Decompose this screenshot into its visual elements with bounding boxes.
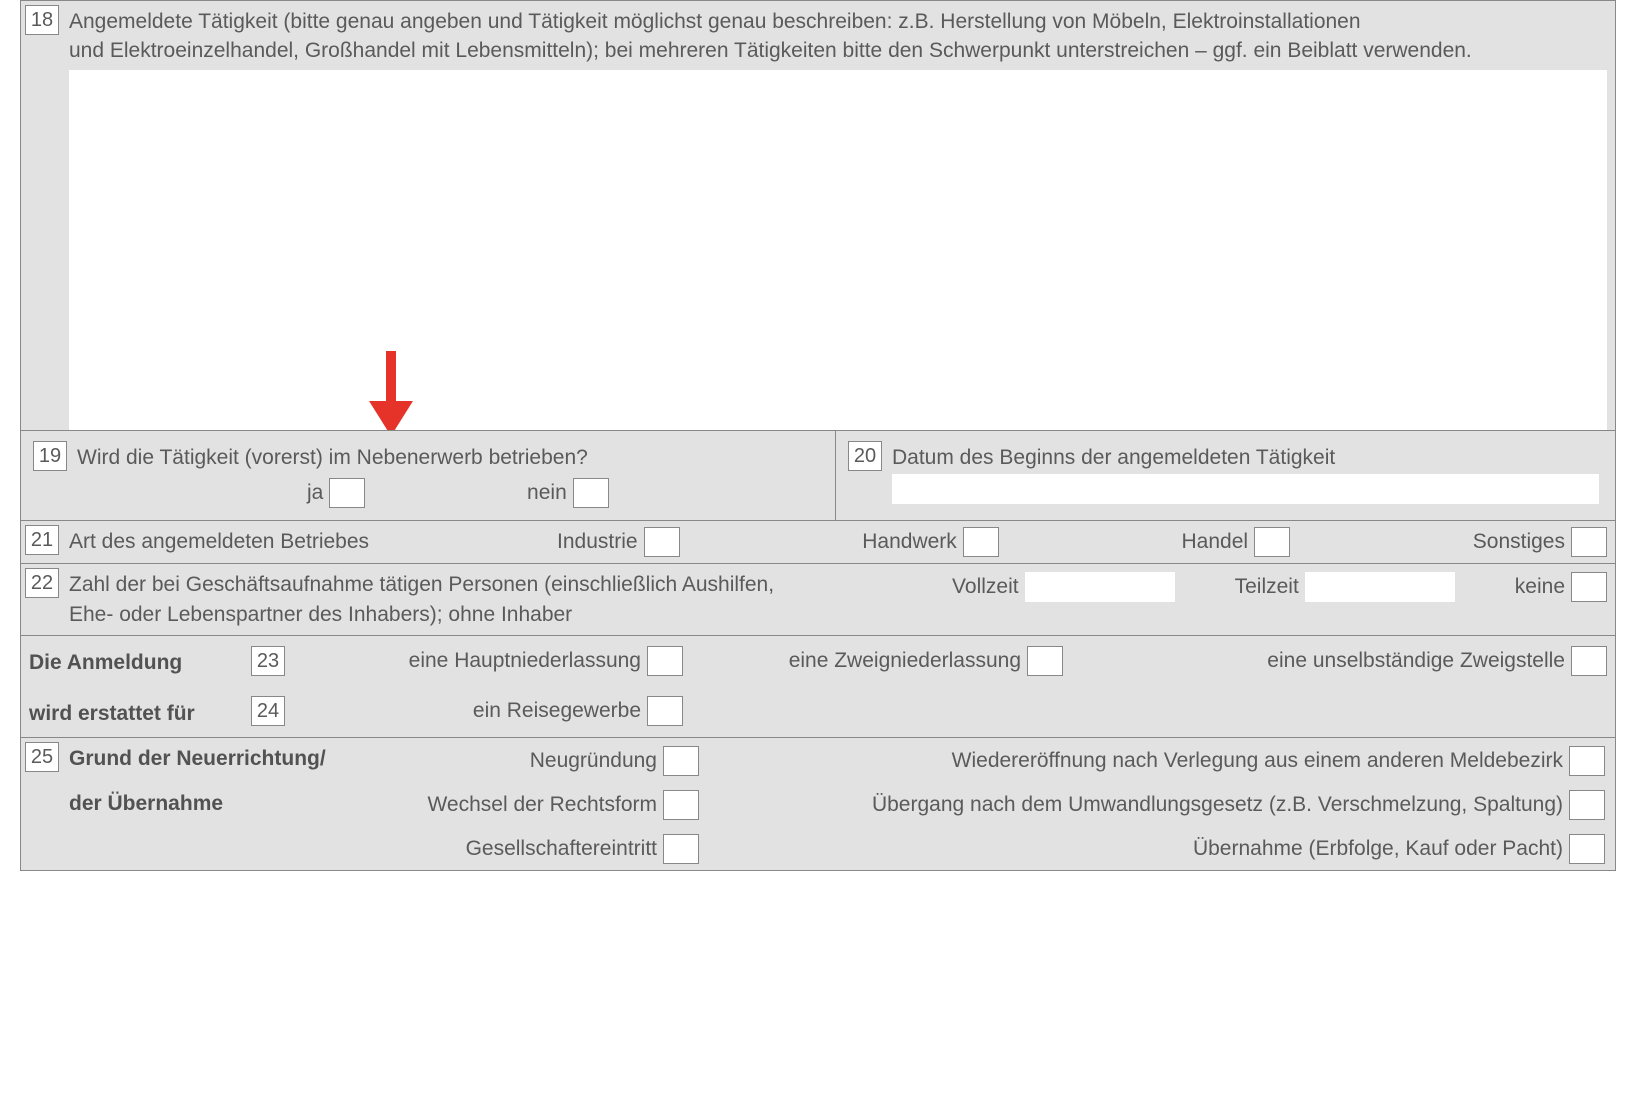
field-number-20: 20 xyxy=(848,441,882,471)
option-neugruendung: Neugründung xyxy=(369,746,699,776)
section-20-label: Datum des Beginns der angemeldeten Tätig… xyxy=(892,443,1599,472)
section-19-options: ja nein xyxy=(77,478,819,508)
option-industrie: Industrie xyxy=(557,527,680,557)
section-18-text-line2: und Elektroeinzelhandel, Großhandel mit … xyxy=(69,36,1607,65)
section-20: 20 Datum des Beginns der angemeldeten Tä… xyxy=(835,431,1615,520)
checkbox-nein[interactable] xyxy=(573,478,609,508)
section-21-label: Art des angemeldeten Betriebes xyxy=(69,527,369,556)
option-vollzeit-label: Vollzeit xyxy=(952,572,1019,601)
section-19: 19 Wird die Tätigkeit (vorerst) im Neben… xyxy=(21,431,835,520)
field-number-22: 22 xyxy=(25,568,59,598)
checkbox-neugruendung[interactable] xyxy=(663,746,699,776)
field-number-25: 25 xyxy=(25,742,59,772)
option-handwerk: Handwerk xyxy=(862,527,999,557)
section-19-20: 19 Wird die Tätigkeit (vorerst) im Neben… xyxy=(21,430,1615,520)
option-ja-label: ja xyxy=(307,478,323,507)
field-number-col: 18 xyxy=(21,1,63,35)
option-nein: nein xyxy=(527,478,609,508)
section-19-label: Wird die Tätigkeit (vorerst) im Nebenerw… xyxy=(77,443,819,472)
section-25-title: Grund der Neuerrichtung/ der Übernahme xyxy=(69,744,369,864)
checkbox-zweigniederlassung[interactable] xyxy=(1027,646,1063,676)
option-wiedereroeffnung-label: Wiedereröffnung nach Verlegung aus einem… xyxy=(952,746,1563,775)
option-zweigstelle: eine unselbständige Zweigstelle xyxy=(1063,646,1607,676)
form-container: 18 Angemeldete Tätigkeit (bitte genau an… xyxy=(20,0,1616,871)
activity-text-input[interactable] xyxy=(69,70,1607,430)
option-uebernahme: Übernahme (Erbfolge, Kauf oder Pacht) xyxy=(699,834,1605,864)
option-hauptniederlassung: eine Hauptniederlassung xyxy=(303,646,683,676)
checkbox-industrie[interactable] xyxy=(644,527,680,557)
date-input[interactable] xyxy=(892,474,1599,504)
field-number-19: 19 xyxy=(33,441,67,471)
option-keine: keine xyxy=(1515,572,1607,602)
input-vollzeit[interactable] xyxy=(1025,572,1175,602)
section-23-24-lead: Die Anmeldung wird erstattet für xyxy=(21,636,221,737)
option-industrie-label: Industrie xyxy=(557,527,638,556)
option-reisegewerbe: ein Reisegewerbe xyxy=(303,696,683,726)
section-22: 22 Zahl der bei Geschäftsaufnahme tätige… xyxy=(21,563,1615,635)
section-18-text-line1: Angemeldete Tätigkeit (bitte genau angeb… xyxy=(69,7,1607,36)
checkbox-hauptniederlassung[interactable] xyxy=(647,646,683,676)
option-handwerk-label: Handwerk xyxy=(862,527,957,556)
checkbox-ja[interactable] xyxy=(329,478,365,508)
option-umwandlung: Übergang nach dem Umwandlungsgesetz (z.B… xyxy=(699,790,1605,820)
option-uebernahme-label: Übernahme (Erbfolge, Kauf oder Pacht) xyxy=(1193,834,1563,863)
option-reisegewerbe-label: ein Reisegewerbe xyxy=(473,696,641,725)
option-sonstiges-label: Sonstiges xyxy=(1473,527,1565,556)
option-zweigstelle-label: eine unselbständige Zweigstelle xyxy=(1267,646,1565,675)
lead-line2: wird erstattet für xyxy=(29,699,213,728)
field-number-24: 24 xyxy=(251,696,285,726)
field-number-23: 23 xyxy=(251,646,285,676)
checkbox-keine[interactable] xyxy=(1571,572,1607,602)
option-keine-label: keine xyxy=(1515,572,1565,601)
option-ja: ja xyxy=(307,478,365,508)
section-25-right-options: Wiedereröffnung nach Verlegung aus einem… xyxy=(699,744,1607,864)
option-handel-label: Handel xyxy=(1182,527,1249,556)
option-gesellschaftereintritt-label: Gesellschaftereintritt xyxy=(466,834,657,863)
section-25-left-options: Neugründung Wechsel der Rechtsform Gesel… xyxy=(369,744,699,864)
checkbox-zweigstelle[interactable] xyxy=(1571,646,1607,676)
section-25-title-line2: der Übernahme xyxy=(69,789,369,818)
option-neugruendung-label: Neugründung xyxy=(530,746,657,775)
field-number-21: 21 xyxy=(25,525,59,555)
checkbox-sonstiges[interactable] xyxy=(1571,527,1607,557)
option-gesellschaftereintritt: Gesellschaftereintritt xyxy=(369,834,699,864)
section-21: 21 Art des angemeldeten Betriebes Indust… xyxy=(21,520,1615,563)
section-25-title-line1: Grund der Neuerrichtung/ xyxy=(69,744,369,773)
option-teilzeit: Teilzeit xyxy=(1235,572,1455,602)
section-22-label-line2: Ehe- oder Lebenspartner des Inhabers); o… xyxy=(69,600,952,629)
option-vollzeit: Vollzeit xyxy=(952,572,1175,602)
section-25: 25 Grund der Neuerrichtung/ der Übernahm… xyxy=(21,737,1615,871)
option-hauptniederlassung-label: eine Hauptniederlassung xyxy=(409,646,641,675)
option-zweigniederlassung-label: eine Zweigniederlassung xyxy=(789,646,1021,675)
option-umwandlung-label: Übergang nach dem Umwandlungsgesetz (z.B… xyxy=(872,790,1563,819)
option-handel: Handel xyxy=(1182,527,1291,557)
input-teilzeit[interactable] xyxy=(1305,572,1455,602)
option-rechtsform: Wechsel der Rechtsform xyxy=(369,790,699,820)
checkbox-reisegewerbe[interactable] xyxy=(647,696,683,726)
section-18-content: Angemeldete Tätigkeit (bitte genau angeb… xyxy=(63,1,1615,430)
lead-line1: Die Anmeldung xyxy=(29,648,213,677)
option-nein-label: nein xyxy=(527,478,567,507)
section-22-label-line1: Zahl der bei Geschäftsaufnahme tätigen P… xyxy=(69,570,952,599)
checkbox-handwerk[interactable] xyxy=(963,527,999,557)
checkbox-rechtsform[interactable] xyxy=(663,790,699,820)
checkbox-wiedereroeffnung[interactable] xyxy=(1569,746,1605,776)
row-23: 23 eine Hauptniederlassung eine Zweignie… xyxy=(221,636,1615,686)
checkbox-uebernahme[interactable] xyxy=(1569,834,1605,864)
section-18: 18 Angemeldete Tätigkeit (bitte genau an… xyxy=(21,0,1615,430)
option-sonstiges: Sonstiges xyxy=(1473,527,1607,557)
row-24: 24 ein Reisegewerbe xyxy=(221,686,1615,736)
checkbox-umwandlung[interactable] xyxy=(1569,790,1605,820)
field-number-18: 18 xyxy=(25,5,59,35)
checkbox-gesellschaftereintritt[interactable] xyxy=(663,834,699,864)
section-23-24: Die Anmeldung wird erstattet für 23 eine… xyxy=(21,635,1615,737)
option-teilzeit-label: Teilzeit xyxy=(1235,572,1299,601)
option-zweigniederlassung: eine Zweigniederlassung xyxy=(683,646,1063,676)
option-rechtsform-label: Wechsel der Rechtsform xyxy=(427,790,657,819)
option-wiedereroeffnung: Wiedereröffnung nach Verlegung aus einem… xyxy=(699,746,1605,776)
checkbox-handel[interactable] xyxy=(1254,527,1290,557)
